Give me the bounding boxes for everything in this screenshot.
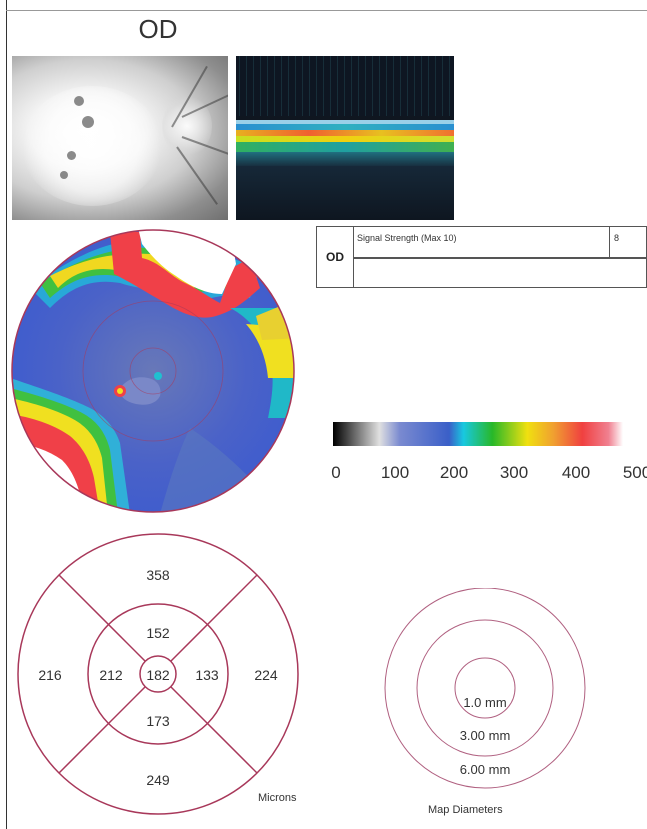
scale-tick-label: 0 bbox=[331, 463, 340, 482]
diameter-inner-label: 1.0 mm bbox=[463, 695, 507, 710]
sector-superior-outer: 358 bbox=[146, 567, 170, 583]
map-diameters-label: Map Diameters bbox=[428, 804, 503, 816]
oct-bscan-image bbox=[236, 56, 454, 220]
signal-strength-label: Signal Strength (Max 10) bbox=[357, 233, 457, 243]
microns-label: Microns bbox=[258, 792, 297, 804]
scale-tick-label: 500 bbox=[623, 463, 647, 482]
diameter-outer-label: 6.00 mm bbox=[459, 762, 511, 777]
sector-superior-inner: 152 bbox=[146, 625, 170, 641]
signal-eye-label: OD bbox=[317, 227, 354, 287]
signal-strength-table: OD Signal Strength (Max 10) 8 bbox=[316, 226, 647, 288]
sector-temporal-inner: 212 bbox=[99, 667, 123, 683]
sector-inferior-outer: 249 bbox=[146, 772, 170, 788]
frame-left-border bbox=[6, 0, 7, 829]
sector-temporal-outer: 216 bbox=[38, 667, 62, 683]
scale-tick-label: 400 bbox=[562, 463, 590, 482]
scale-tick-label: 300 bbox=[500, 463, 528, 482]
thickness-map bbox=[11, 229, 295, 513]
sector-nasal-inner: 133 bbox=[195, 667, 219, 683]
color-scale-bar bbox=[333, 422, 623, 446]
sector-inferior-inner: 173 bbox=[146, 713, 170, 729]
map-diameters-diagram bbox=[384, 588, 586, 789]
signal-strength-value: 8 bbox=[614, 233, 620, 243]
sector-map bbox=[17, 533, 299, 815]
scale-tick-label: 100 bbox=[381, 463, 409, 482]
fundus-image bbox=[12, 56, 228, 220]
frame-top-border bbox=[6, 10, 647, 11]
signal-strength-row: Signal Strength (Max 10) 8 bbox=[353, 227, 646, 259]
color-scale-legend: 0 100 200 300 400 500 bbox=[331, 422, 647, 482]
scale-tick-label: 200 bbox=[440, 463, 468, 482]
diameter-middle-label: 3.00 mm bbox=[459, 728, 511, 743]
sector-nasal-outer: 224 bbox=[254, 667, 278, 683]
sector-central: 182 bbox=[146, 667, 170, 683]
eye-title: OD bbox=[138, 14, 178, 44]
